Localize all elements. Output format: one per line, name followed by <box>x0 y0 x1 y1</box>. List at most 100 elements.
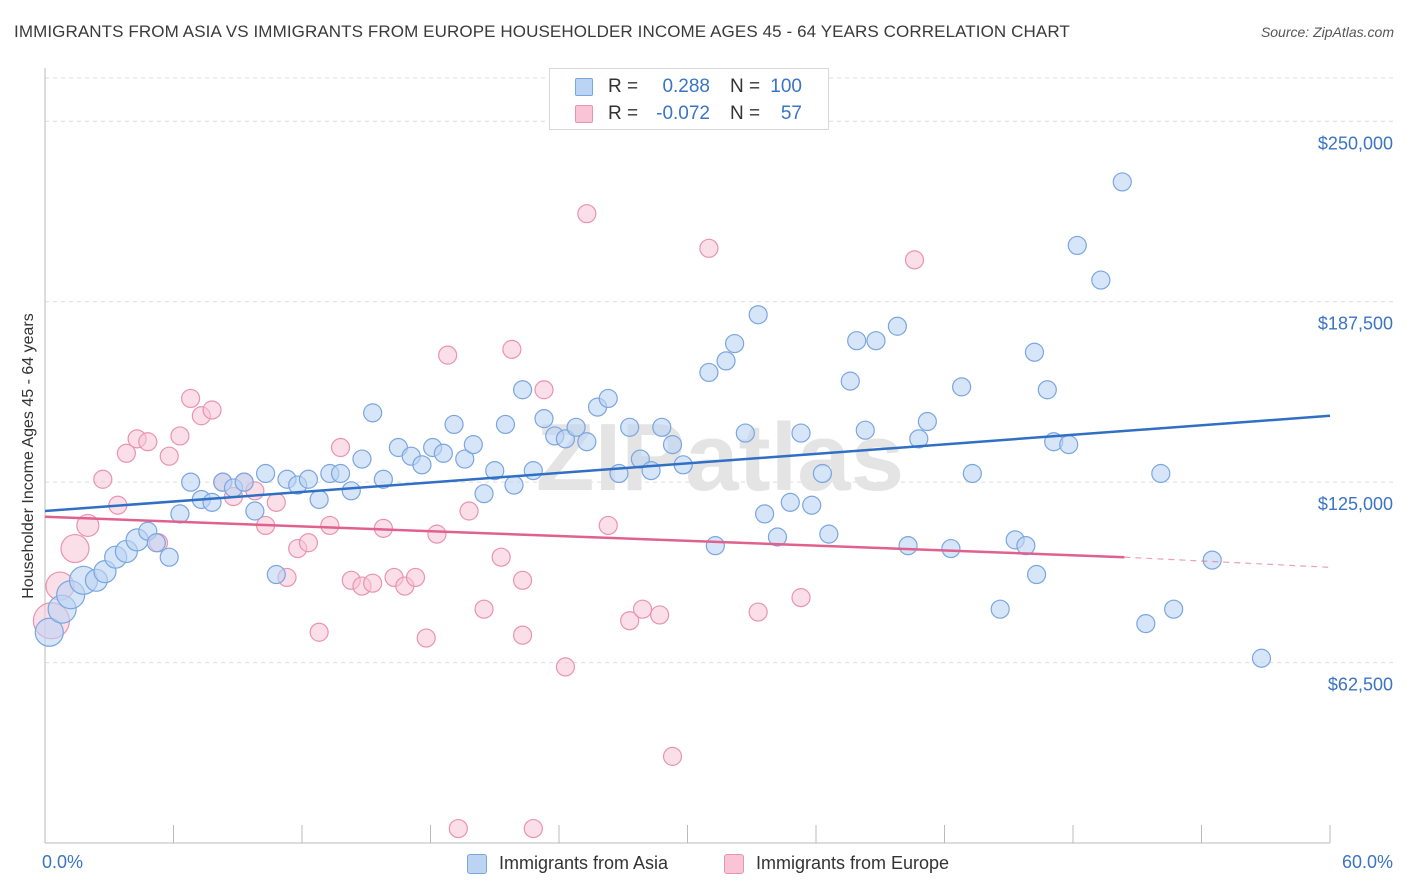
asia-point <box>1037 380 1057 400</box>
europe-point <box>534 380 554 400</box>
europe-point <box>159 446 179 466</box>
asia-point <box>1016 536 1036 556</box>
series-legend: Immigrants from Asia Immigrants from Eur… <box>0 852 1406 878</box>
europe-point <box>309 622 329 642</box>
asia-point <box>373 469 393 489</box>
asia-point <box>840 371 860 391</box>
asia-point <box>909 429 929 449</box>
europe-point <box>438 345 458 365</box>
europe-point <box>416 628 436 648</box>
asia-point <box>1067 235 1087 256</box>
watermark: ZIPatlas <box>536 404 904 511</box>
asia-point <box>309 489 329 510</box>
n-value: 100 <box>770 76 802 97</box>
y-tick-label: $125,000 <box>1318 494 1393 514</box>
axes <box>44 68 1331 844</box>
legend-label: Immigrants from Asia <box>499 853 669 873</box>
asia-point <box>662 435 683 455</box>
asia-point <box>444 414 464 435</box>
asia-point <box>1026 564 1047 585</box>
y-tick-label: $62,500 <box>1328 675 1393 695</box>
asia-point <box>1151 463 1171 484</box>
y-tick-label: $250,000 <box>1318 133 1393 153</box>
asia-point <box>455 449 475 469</box>
asia-point <box>1164 599 1184 619</box>
asia-point <box>412 455 432 475</box>
asia-point <box>495 414 516 435</box>
europe-point <box>791 588 811 608</box>
europe-point <box>60 533 90 564</box>
legend-row-europe: R = -0.072 N = 57 <box>550 101 830 127</box>
asia-point <box>1112 172 1132 192</box>
europe-point <box>116 443 136 463</box>
asia-swatch <box>467 854 487 874</box>
asia-points <box>34 172 1272 668</box>
x-tick-label: 0.0% <box>42 852 83 872</box>
asia-point <box>866 331 886 351</box>
r-value: 0.288 <box>662 76 710 97</box>
asia-point <box>791 423 811 443</box>
europe-point <box>138 432 158 452</box>
asia-point <box>780 492 800 512</box>
europe-point <box>699 238 719 258</box>
asia-point <box>341 481 361 501</box>
europe-point <box>427 524 447 544</box>
europe-point <box>512 625 533 645</box>
asia-point <box>523 461 543 481</box>
asia-point <box>962 463 982 484</box>
europe-point <box>320 515 340 536</box>
asia-point <box>159 547 179 567</box>
europe-point <box>93 469 113 489</box>
n-label: N = <box>730 76 761 97</box>
asia-point <box>1091 270 1111 290</box>
europe-point <box>170 426 190 446</box>
asia-point <box>990 599 1010 619</box>
europe-trend-extension <box>1124 556 1331 568</box>
asia-point <box>255 463 276 484</box>
asia-point <box>1059 435 1079 455</box>
asia-point <box>245 501 265 521</box>
asia-swatch <box>575 78 593 96</box>
asia-point <box>847 331 867 351</box>
asia-point <box>887 316 907 336</box>
asia-point <box>620 417 640 437</box>
chart-source: Source: ZipAtlas.com <box>1260 24 1394 40</box>
asia-point <box>802 495 822 515</box>
asia-point <box>598 388 618 409</box>
asia-point <box>266 564 286 585</box>
tick-labels: $62,500 $125,000 $187,500 $250,000 0.0% 60.0% <box>42 133 1393 872</box>
correlation-legend: R = 0.288 N = 100 R = -0.072 N = 57 <box>549 68 829 130</box>
europe-swatch <box>724 854 744 874</box>
europe-point <box>620 611 640 631</box>
europe-point <box>76 513 100 538</box>
europe-point <box>650 605 670 625</box>
asia-point <box>855 420 875 440</box>
europe-point <box>181 388 201 409</box>
asia-point <box>917 411 937 432</box>
europe-point <box>266 492 286 512</box>
asia-point <box>819 524 839 544</box>
asia-point <box>352 449 372 469</box>
asia-trend-line <box>44 414 1331 513</box>
asia-point <box>705 536 725 556</box>
asia-point <box>735 423 755 443</box>
asia-point <box>699 362 719 383</box>
europe-point <box>298 533 319 553</box>
asia-point <box>941 538 961 559</box>
asia-point <box>767 527 788 547</box>
europe-point <box>202 400 222 420</box>
gridlines <box>45 77 1395 664</box>
europe-point <box>405 567 426 588</box>
asia-point <box>725 333 745 354</box>
asia-point <box>512 380 533 400</box>
europe-point <box>474 599 494 619</box>
legend-row-asia: R = 0.288 N = 100 <box>550 74 830 100</box>
asia-point <box>652 417 672 437</box>
asia-point <box>952 377 972 397</box>
asia-point <box>566 417 586 437</box>
asia-point <box>754 504 775 524</box>
europe-swatch <box>575 105 593 123</box>
asia-point <box>34 617 64 647</box>
asia-point <box>170 504 190 524</box>
asia-point <box>181 472 201 492</box>
